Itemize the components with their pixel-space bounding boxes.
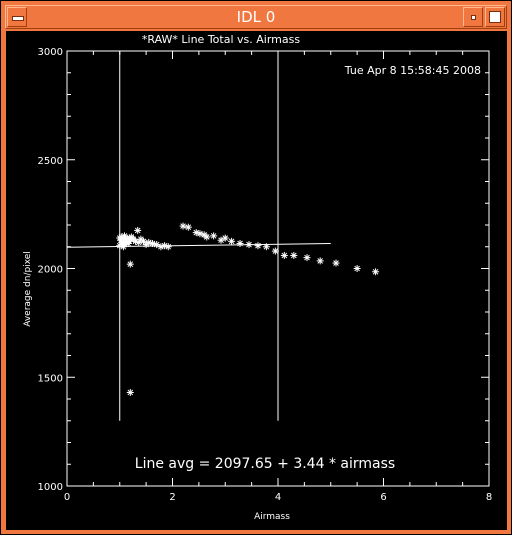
- data-point: [134, 226, 142, 234]
- data-point: [203, 233, 211, 241]
- axes: 0 2 4 6 8 1000 1500 2000 2500 3000: [38, 47, 493, 503]
- plot-canvas: *RAW* Line Total vs. Airmass Tue Apr 8 1…: [6, 31, 507, 530]
- data-point: [353, 265, 361, 272]
- y-tick-label: 1000: [38, 482, 63, 493]
- data-point: [179, 222, 187, 230]
- data-point: [262, 243, 270, 251]
- window-menu-icon[interactable]: [7, 7, 27, 27]
- chart-title: *RAW* Line Total vs. Airmass: [142, 33, 300, 46]
- y-tick-label: 3000: [38, 47, 63, 58]
- data-point: [119, 243, 127, 251]
- data-point: [196, 230, 204, 238]
- data-points: [116, 222, 380, 396]
- x-tick-label: 8: [486, 492, 492, 503]
- x-tick-label: 4: [275, 492, 281, 503]
- data-point: [236, 239, 244, 247]
- data-point: [290, 251, 298, 259]
- data-point: [254, 242, 262, 250]
- data-point: [245, 241, 253, 249]
- minimize-icon[interactable]: [463, 7, 483, 27]
- data-point: [126, 260, 134, 268]
- y-tick-label: 2500: [38, 156, 63, 167]
- data-point: [210, 232, 218, 240]
- data-point: [271, 247, 279, 255]
- data-point: [132, 237, 140, 245]
- data-point: [164, 243, 172, 251]
- data-point: [303, 254, 311, 262]
- data-point: [184, 223, 192, 231]
- window-titlebar[interactable]: IDL 0: [5, 5, 507, 29]
- timestamp: Tue Apr 8 15:58:45 2008: [344, 64, 481, 77]
- x-tick-label: 2: [169, 492, 175, 503]
- x-axis-label: Airmass: [254, 512, 290, 522]
- y-tick-label: 1500: [38, 373, 63, 384]
- scatter-plot: *RAW* Line Total vs. Airmass Tue Apr 8 1…: [23, 33, 493, 522]
- y-tick-label: 2000: [38, 265, 63, 276]
- data-point: [217, 236, 225, 244]
- fit-equation: Line avg = 2097.65 + 3.44 * airmass: [135, 456, 395, 472]
- maximize-icon[interactable]: [485, 7, 505, 27]
- fit-line: [66, 243, 331, 248]
- data-point: [221, 234, 229, 242]
- data-point: [372, 268, 380, 276]
- data-point: [148, 239, 156, 247]
- x-tick-label: 6: [380, 492, 386, 503]
- y-axis-label: Average dn/pixel: [23, 251, 33, 327]
- data-point: [316, 257, 324, 265]
- window-title: IDL 0: [236, 8, 276, 26]
- x-tick-label: 0: [64, 492, 70, 503]
- data-point: [228, 237, 236, 245]
- data-point: [332, 259, 340, 267]
- data-point: [280, 251, 288, 259]
- data-point: [126, 388, 134, 396]
